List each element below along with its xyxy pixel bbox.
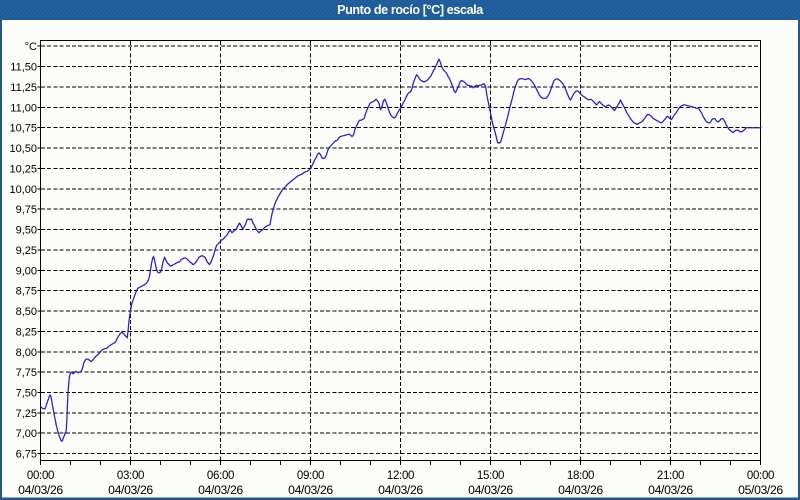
- svg-text:21:00: 21:00: [657, 470, 684, 482]
- svg-text:7,50: 7,50: [16, 388, 37, 400]
- svg-text:18:00: 18:00: [567, 470, 594, 482]
- svg-text:09:00: 09:00: [297, 470, 324, 482]
- svg-text:8,50: 8,50: [16, 306, 37, 318]
- svg-text:04/03/26: 04/03/26: [378, 483, 423, 497]
- svg-text:10,75: 10,75: [9, 123, 37, 135]
- svg-text:04/03/26: 04/03/26: [198, 483, 243, 497]
- svg-text:04/03/26: 04/03/26: [558, 483, 603, 497]
- svg-text:04/03/26: 04/03/26: [108, 483, 153, 497]
- svg-text:9,25: 9,25: [16, 245, 37, 257]
- svg-text:06:00: 06:00: [207, 470, 234, 482]
- svg-text:9,00: 9,00: [16, 265, 37, 277]
- svg-text:8,00: 8,00: [16, 347, 37, 359]
- svg-text:9,50: 9,50: [16, 225, 37, 237]
- svg-text:8,25: 8,25: [16, 326, 37, 338]
- svg-text:11,00: 11,00: [10, 102, 37, 114]
- svg-text:9,75: 9,75: [16, 204, 37, 216]
- svg-text:11,25: 11,25: [10, 82, 37, 94]
- svg-text:03:00: 03:00: [117, 470, 144, 482]
- svg-text:7,25: 7,25: [16, 408, 37, 420]
- svg-text:04/03/26: 04/03/26: [18, 483, 63, 497]
- svg-text:Punto de rocío [°C] escala: Punto de rocío [°C] escala: [337, 3, 484, 17]
- svg-text:00:00: 00:00: [27, 470, 54, 482]
- svg-text:7,00: 7,00: [16, 428, 37, 440]
- svg-text:12:00: 12:00: [387, 470, 414, 482]
- svg-text:10,00: 10,00: [9, 184, 37, 196]
- svg-text:7,75: 7,75: [16, 367, 37, 379]
- svg-text:10,25: 10,25: [9, 163, 37, 175]
- svg-text:04/03/26: 04/03/26: [648, 483, 693, 497]
- svg-text:10,50: 10,50: [9, 143, 37, 155]
- svg-text:15:00: 15:00: [477, 470, 504, 482]
- svg-text:°C: °C: [25, 41, 37, 53]
- svg-text:05/03/26: 05/03/26: [738, 483, 783, 497]
- svg-text:6,75: 6,75: [16, 449, 37, 461]
- svg-text:00:00: 00:00: [747, 470, 774, 482]
- svg-text:04/03/26: 04/03/26: [288, 483, 333, 497]
- svg-text:04/03/26: 04/03/26: [468, 483, 513, 497]
- svg-text:8,75: 8,75: [16, 286, 37, 298]
- svg-text:11,50: 11,50: [10, 62, 37, 74]
